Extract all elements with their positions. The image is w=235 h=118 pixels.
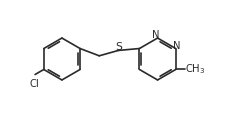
Text: N: N bbox=[173, 41, 181, 51]
Text: Cl: Cl bbox=[29, 79, 39, 89]
Text: S: S bbox=[115, 42, 122, 52]
Text: N: N bbox=[152, 30, 160, 40]
Text: CH$_3$: CH$_3$ bbox=[185, 63, 206, 76]
